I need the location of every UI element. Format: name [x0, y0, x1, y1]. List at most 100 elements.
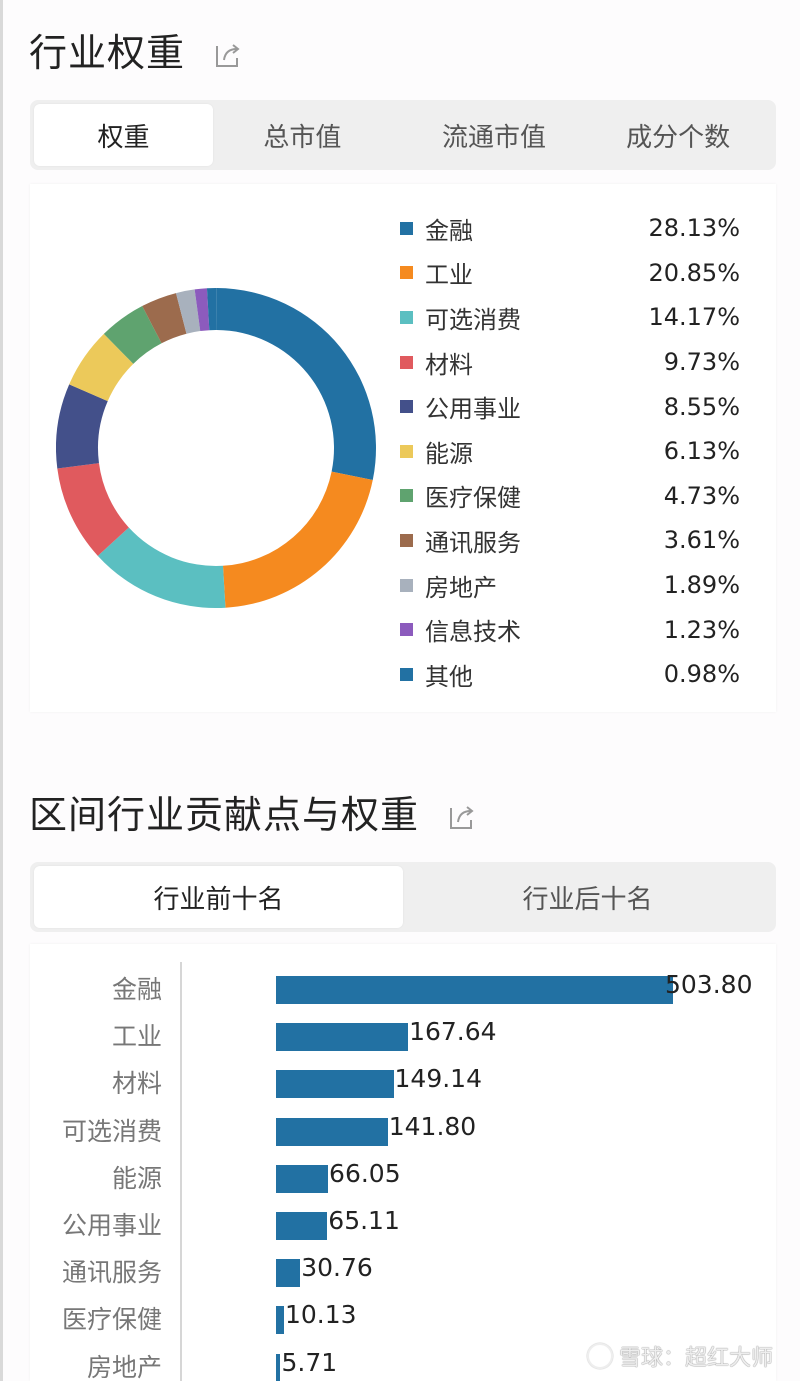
donut-slice-10[interactable]: [206, 288, 217, 331]
legend-value: 20.85%: [648, 258, 740, 287]
bar[interactable]: [276, 1353, 281, 1381]
legend-swatch-icon: [400, 444, 413, 458]
bar-category-label: 工业: [111, 1022, 162, 1052]
legend-label: 通讯服务: [425, 528, 521, 557]
legend-item[interactable]: 医疗保健 4.73%: [400, 474, 740, 519]
legend-item[interactable]: 金融 28.13%: [400, 206, 740, 251]
legend-label: 能源: [425, 439, 473, 468]
donut-slice-3[interactable]: [57, 463, 129, 556]
share-icon[interactable]: [213, 35, 243, 67]
bar-value-label: 66.05: [329, 1158, 401, 1188]
legend-value: 1.23%: [663, 615, 740, 644]
legend-item[interactable]: 通讯服务 3.61%: [400, 518, 740, 563]
bar-value-label: 10.13: [284, 1300, 357, 1330]
rank-tabs: 行业前十名 行业后十名: [30, 862, 776, 932]
bar-row: 房地产 5.71: [30, 1342, 776, 1381]
legend-label: 公用事业: [425, 395, 521, 424]
bar-value-label: 141.80: [388, 1111, 477, 1141]
legend-value: 3.61%: [663, 526, 740, 555]
legend-item[interactable]: 可选消费 14.17%: [400, 295, 740, 340]
legend-label: 金融: [425, 216, 473, 245]
legend-item[interactable]: 公用事业 8.55%: [400, 384, 740, 429]
legend-item[interactable]: 能源 6.13%: [400, 429, 740, 474]
bar-row: 可选消费 141.80: [30, 1106, 776, 1153]
legend-value: 4.73%: [663, 481, 740, 510]
legend-label: 医疗保健: [425, 484, 521, 513]
bar-value-label: 149.14: [394, 1064, 482, 1094]
bar-category-label: 可选消费: [61, 1116, 162, 1146]
y-axis-line: [180, 962, 182, 1381]
donut-slice-5[interactable]: [69, 333, 134, 402]
bar-category-label: 能源: [111, 1163, 162, 1193]
bar[interactable]: [276, 1164, 329, 1193]
legend-item[interactable]: 信息技术 1.23%: [400, 607, 740, 652]
legend-value: 6.13%: [663, 437, 740, 466]
bar-value-label: 65.11: [328, 1206, 400, 1235]
tab-float-market-cap[interactable]: 流通市值: [441, 122, 546, 153]
bar-category-label: 房地产: [86, 1352, 162, 1381]
legend-swatch-icon: [400, 310, 413, 324]
legend-swatch-icon: [400, 533, 413, 547]
legend-value: 8.55%: [663, 392, 740, 421]
tab-constituent-count[interactable]: 成分个数: [626, 122, 731, 153]
donut-slice-9[interactable]: [194, 288, 210, 332]
legend-swatch-icon: [400, 221, 413, 235]
legend-label: 可选消费: [425, 305, 521, 334]
bar-category-label: 公用事业: [61, 1211, 162, 1240]
bar-row: 金融 503.80: [30, 964, 776, 1011]
donut-slice-1[interactable]: [222, 471, 373, 608]
bar-value-label: 30.76: [301, 1253, 373, 1283]
bar-row: 材料 149.14: [30, 1058, 776, 1105]
bar-value-label: 503.80: [665, 970, 753, 999]
donut-legend: 金融 28.13% 工业 20.85% 可选消费 14.17% 材料 9.73% 公用事业 8.5…: [400, 206, 740, 697]
bar-row: 能源 66.05: [30, 1153, 776, 1200]
bar-category-label: 材料: [111, 1069, 162, 1099]
bar[interactable]: [276, 1070, 394, 1099]
legend-label: 材料: [425, 350, 473, 379]
xueqiu-logo-icon: [587, 1343, 613, 1369]
bar-category-label: 金融: [111, 975, 162, 1004]
bar-value-label: 167.64: [409, 1017, 497, 1047]
tab-bottom-ten[interactable]: 行业后十名: [522, 884, 653, 915]
weight-tabs: 权重 总市值 流通市值 成分个数: [30, 100, 776, 170]
donut-slice-0[interactable]: [216, 288, 376, 481]
bar[interactable]: [276, 1023, 409, 1052]
bar[interactable]: [276, 1117, 388, 1146]
bar-category-label: 医疗保健: [61, 1305, 162, 1335]
watermark-text: 雪球：超红大师: [619, 1346, 774, 1371]
section-title-industry-weight: 行业权重: [29, 22, 243, 77]
donut-chart-card: 金融 28.13% 工业 20.85% 可选消费 14.17% 材料 9.73% 公用事业 8.5…: [30, 184, 776, 712]
legend-value: 9.73%: [663, 348, 740, 377]
legend-item[interactable]: 工业 20.85%: [400, 251, 740, 296]
legend-swatch-icon: [400, 623, 413, 637]
legend-value: 0.98%: [663, 660, 740, 689]
bar[interactable]: [276, 1306, 284, 1335]
section-heading: 区间行业贡献点与权重: [29, 793, 420, 837]
legend-item[interactable]: 房地产 1.89%: [400, 563, 740, 608]
legend-swatch-icon: [400, 400, 413, 414]
legend-label: 房地产: [425, 573, 497, 602]
tab-weight[interactable]: 权重: [34, 104, 213, 166]
bar[interactable]: [276, 1212, 328, 1240]
donut-slice-8[interactable]: [176, 289, 201, 334]
legend-value: 28.13%: [648, 214, 740, 243]
bar-chart-card: 金融 503.80 工业 167.64 材料 149.14 可选消费 141.80 能源 66.0…: [30, 944, 776, 1381]
legend-label: 信息技术: [425, 618, 521, 647]
legend-swatch-icon: [400, 355, 413, 369]
donut-slice-2[interactable]: [97, 527, 226, 608]
legend-swatch-icon: [400, 578, 413, 592]
legend-item[interactable]: 材料 9.73%: [400, 340, 740, 385]
bar[interactable]: [276, 1259, 301, 1288]
share-icon[interactable]: [447, 797, 477, 829]
section-title-contribution: 区间行业贡献点与权重: [29, 784, 477, 839]
bar-category-label: 通讯服务: [61, 1258, 162, 1288]
donut-slice-6[interactable]: [103, 306, 162, 364]
donut-slice-7[interactable]: [142, 293, 187, 344]
donut-slice-4[interactable]: [56, 384, 108, 469]
bar[interactable]: [276, 976, 673, 1004]
bar-row: 通讯服务 30.76: [30, 1247, 776, 1294]
tab-total-market-cap[interactable]: 总市值: [263, 122, 342, 153]
tab-top-ten[interactable]: 行业前十名: [34, 866, 403, 928]
legend-swatch-icon: [400, 489, 413, 503]
legend-item[interactable]: 其他 0.98%: [400, 652, 740, 697]
